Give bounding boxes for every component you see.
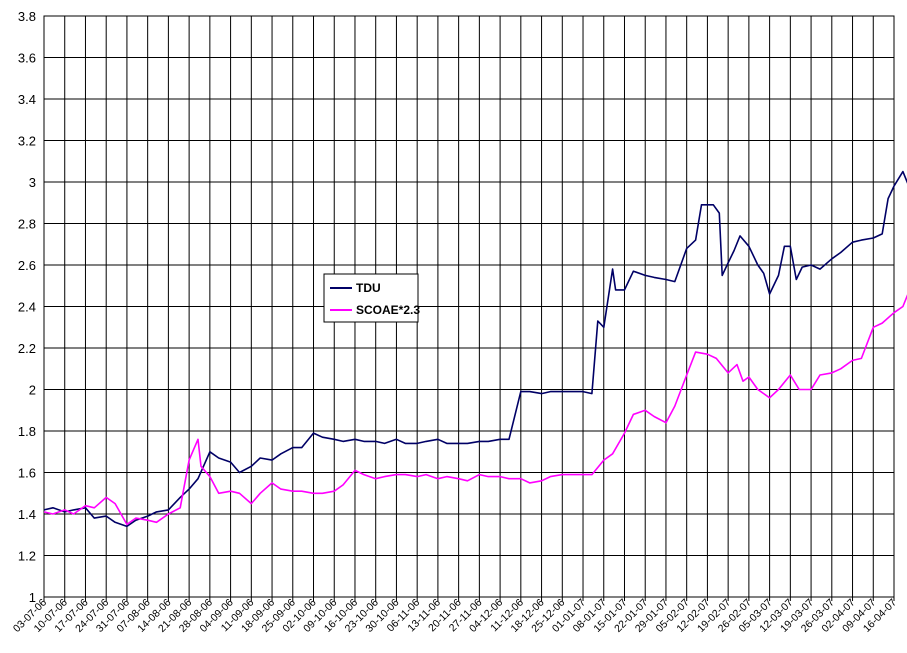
grid <box>44 15 894 598</box>
x-axis-ticks: 03-07-0610-07-0617-07-0624-07-0631-07-06… <box>11 597 899 635</box>
y-tick-label: 2.4 <box>18 300 36 315</box>
plot-frame <box>43 15 895 598</box>
y-tick-label: 3 <box>29 175 36 190</box>
y-tick-label: 1.8 <box>18 424 36 439</box>
y-tick-label: 2.2 <box>18 341 36 356</box>
y-tick-label: 3.4 <box>18 92 36 107</box>
legend-label-tdu: TDU <box>356 281 381 295</box>
series-layer <box>43 170 907 528</box>
series-line-scoae <box>43 294 907 526</box>
series-line-tdu <box>43 170 907 528</box>
legend: TDU SCOAE*2.3 <box>323 273 420 323</box>
y-tick-label: 3.8 <box>18 9 36 24</box>
y-tick-label: 1.6 <box>18 466 36 481</box>
y-tick-label: 3.2 <box>18 134 36 149</box>
legend-box <box>323 273 419 323</box>
legend-label-scoae: SCOAE*2.3 <box>356 303 420 317</box>
y-tick-label: 3.6 <box>18 51 36 66</box>
y-tick-label: 2.8 <box>18 217 36 232</box>
y-tick-label: 1 <box>29 590 36 605</box>
y-tick-label: 2 <box>29 383 36 398</box>
y-tick-label: 2.6 <box>18 258 36 273</box>
y-tick-label: 1.2 <box>18 549 36 564</box>
y-tick-label: 1.4 <box>18 507 36 522</box>
y-axis-ticks: 1 1.2 1.4 1.6 1.8 2 2.2 2.4 2.6 2.8 3 3.2 3.4 3.6 3.8 <box>18 9 36 605</box>
